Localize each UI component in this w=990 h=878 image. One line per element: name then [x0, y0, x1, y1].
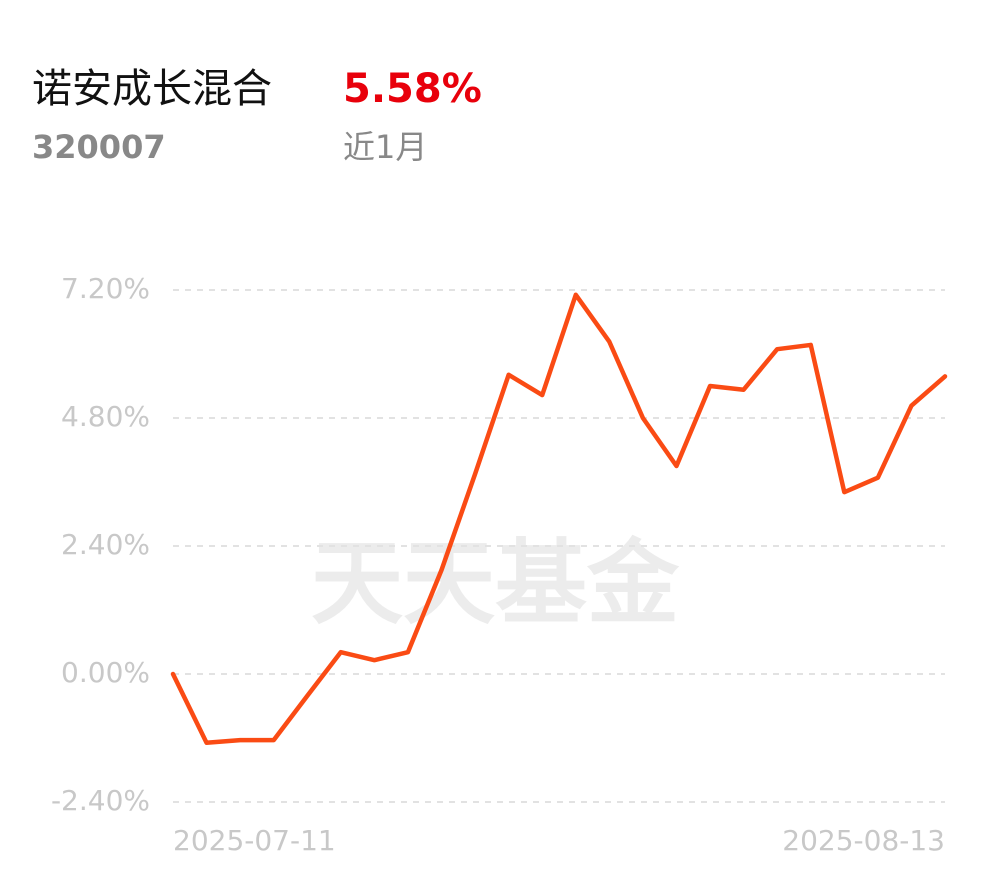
line	[170, 292, 948, 746]
y-tick-label: -2.40%	[51, 784, 150, 817]
watermark: 天天基金	[311, 530, 680, 637]
period-label: 近1月	[343, 128, 427, 166]
y-tick-label: 0.00%	[61, 656, 150, 689]
x-tick-label: 2025-07-11	[173, 824, 336, 857]
fund-name: 诺安成长混合	[32, 66, 272, 112]
fund-code: 320007	[32, 128, 166, 166]
y-tick-label: 2.40%	[61, 528, 150, 561]
x-tick-label: 2025-08-13	[782, 824, 945, 857]
y-tick-label: 7.20%	[61, 272, 150, 305]
fund-change: 5.58%	[343, 66, 482, 112]
y-tick-label: 4.80%	[61, 400, 150, 433]
